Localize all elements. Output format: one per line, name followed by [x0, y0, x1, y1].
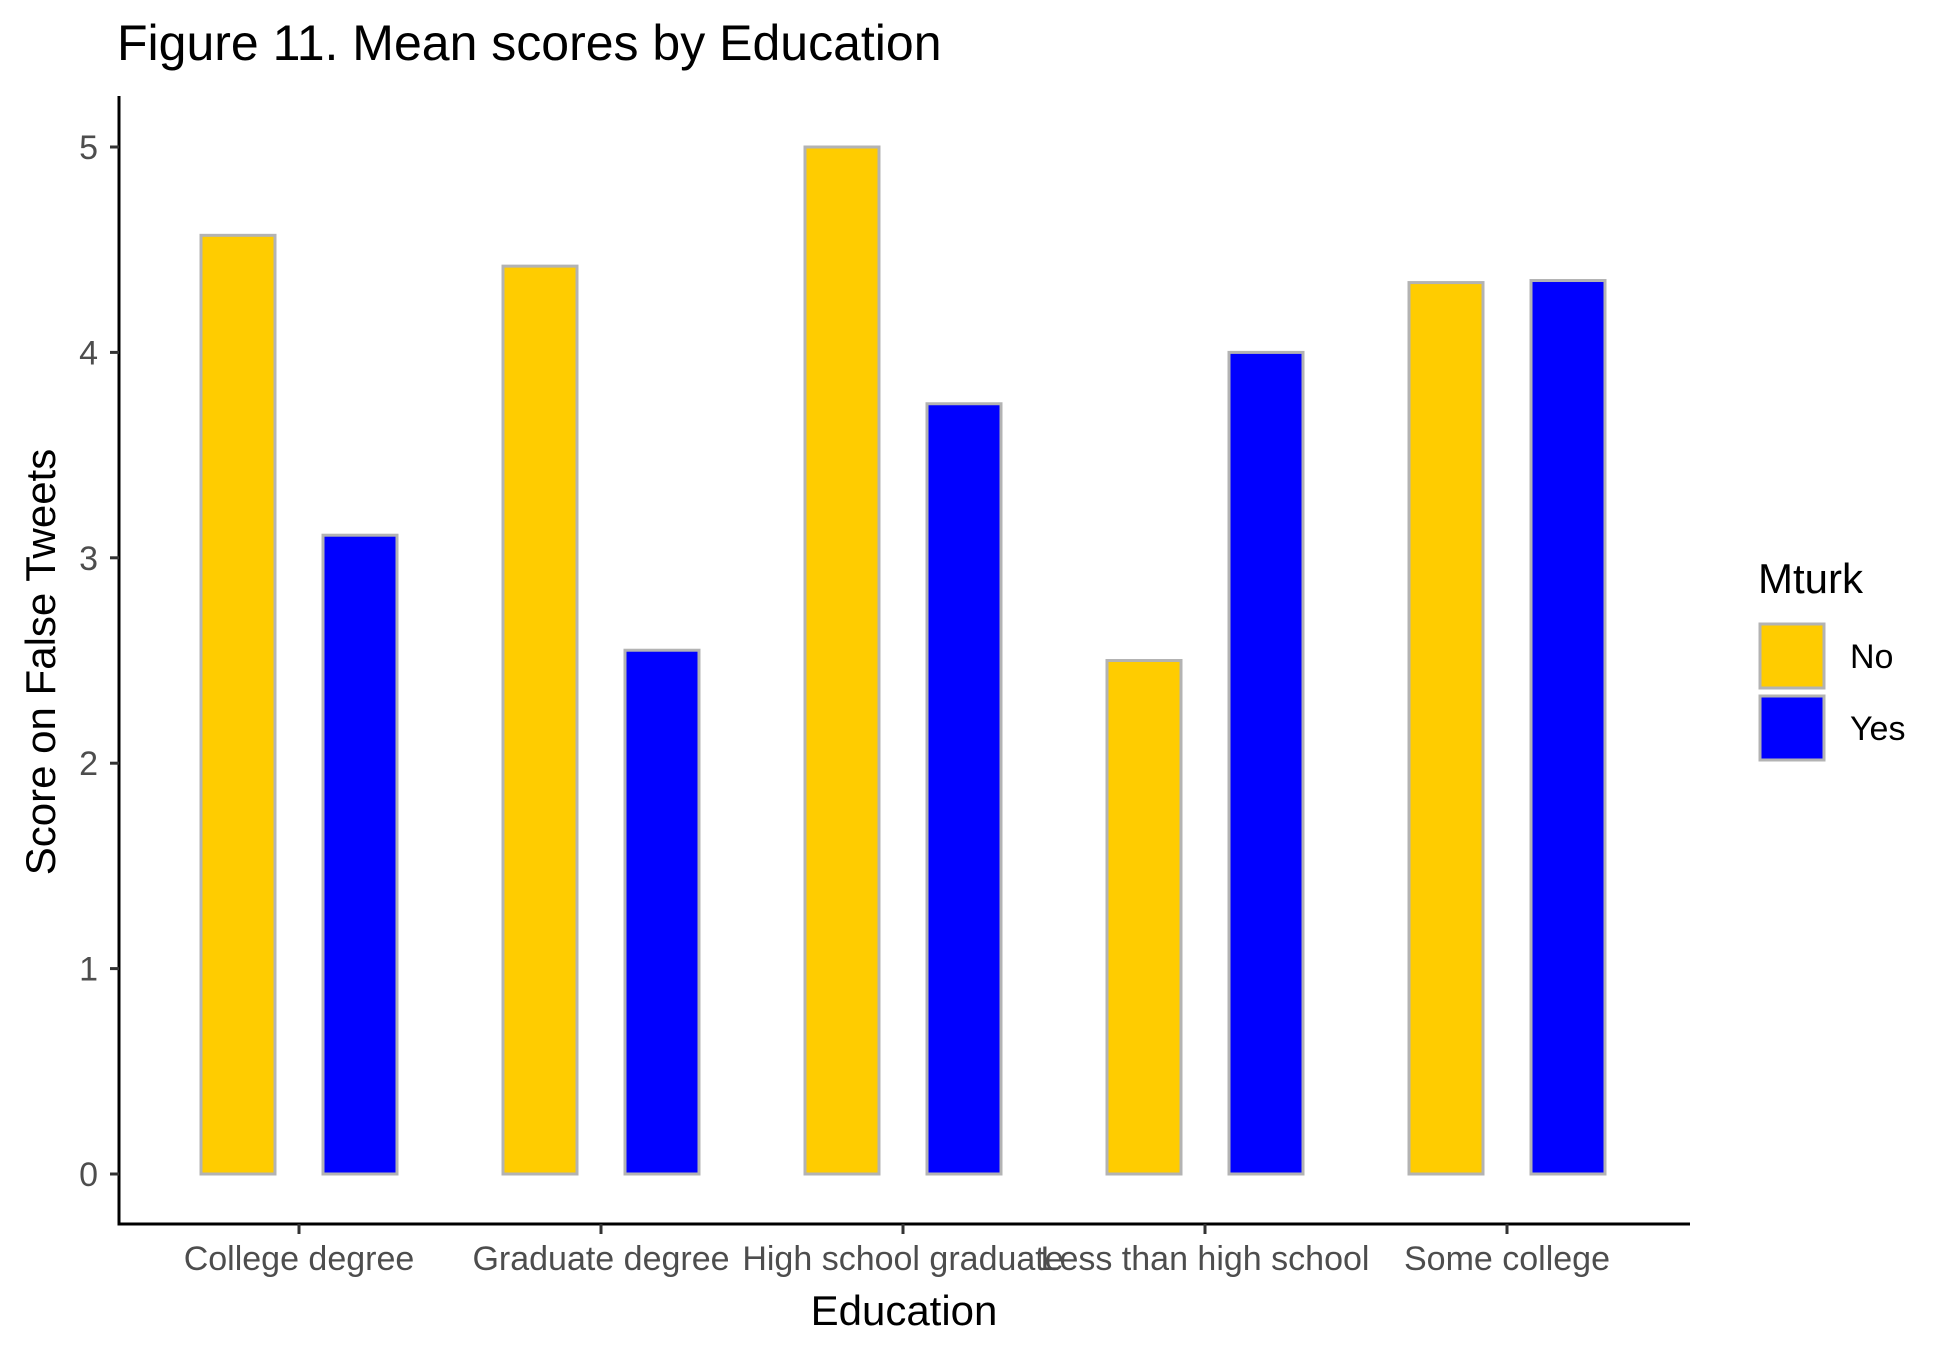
legend: Mturk No Yes	[1758, 555, 1905, 762]
legend-label-no: No	[1850, 638, 1893, 676]
bar-no-college-degree	[199, 233, 277, 1176]
y-tick-label: 0	[79, 1156, 98, 1194]
bar-yes-graduate-degree	[623, 648, 701, 1176]
x-tick-label: High school graduate	[742, 1240, 1063, 1278]
legend-key-yes	[1758, 694, 1826, 762]
legend-key-no	[1758, 622, 1826, 690]
bar-no-high-school-graduate	[803, 145, 881, 1176]
y-tick-label: 5	[79, 129, 98, 167]
y-tick-label: 2	[79, 745, 98, 783]
legend-items: No Yes	[1758, 622, 1905, 762]
x-axis-ticks: College degree Graduate degree High school…	[184, 1224, 1610, 1278]
y-tick-label: 4	[79, 334, 98, 372]
bar-yes-some-college	[1529, 279, 1607, 1176]
bar-yes-college-degree	[321, 533, 399, 1176]
x-tick-label: Graduate degree	[472, 1240, 729, 1278]
bar-no-some-college	[1407, 281, 1485, 1176]
plot-area: 0 1 2 3 4 5 College degree Graduate degree High…	[79, 96, 1690, 1278]
bar-yes-high-school-graduate	[925, 402, 1003, 1176]
y-tick-label: 1	[79, 951, 98, 989]
x-axis-title: Education	[811, 1287, 998, 1334]
bar-no-graduate-degree	[501, 264, 579, 1176]
bars-group	[199, 145, 1607, 1176]
chart-title: Figure 11. Mean scores by Education	[117, 15, 942, 71]
bar-no-less-than-high-school	[1105, 659, 1183, 1176]
x-tick-label: Less than high school	[1041, 1240, 1370, 1278]
legend-label-yes: Yes	[1850, 710, 1905, 748]
legend-title: Mturk	[1758, 555, 1864, 602]
y-axis-title: Score on False Tweets	[17, 449, 64, 875]
x-tick-label: Some college	[1404, 1240, 1610, 1278]
y-axis-ticks: 0 1 2 3 4 5	[79, 129, 119, 1194]
bar-yes-less-than-high-school	[1227, 350, 1305, 1176]
x-tick-label: College degree	[184, 1240, 415, 1278]
y-tick-label: 3	[79, 540, 98, 578]
